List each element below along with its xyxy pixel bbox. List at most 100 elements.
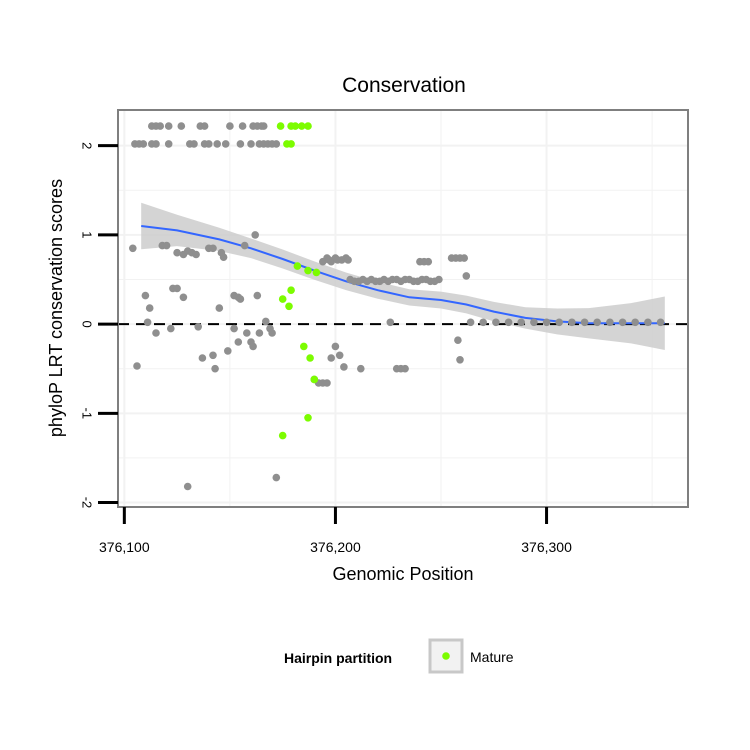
data-point-other xyxy=(568,319,576,327)
data-point-other xyxy=(336,352,344,360)
data-point-other xyxy=(251,231,259,239)
data-point-other xyxy=(247,140,255,148)
y-axis: -2 -1 0 1 2 xyxy=(80,142,118,508)
y-tick-label: -2 xyxy=(80,497,95,509)
data-point-other xyxy=(235,338,243,346)
data-point-other xyxy=(199,354,207,362)
data-point-other xyxy=(262,318,270,326)
data-point-other xyxy=(619,319,627,327)
data-point-other xyxy=(241,242,249,250)
data-point-other xyxy=(456,356,464,364)
data-point-other xyxy=(184,483,192,491)
y-tick-label: -1 xyxy=(80,408,95,420)
data-point-other xyxy=(133,362,141,370)
data-point-other xyxy=(323,379,331,387)
data-point-other xyxy=(631,319,639,327)
data-point-mature xyxy=(304,267,312,275)
data-point-other xyxy=(273,140,281,148)
data-point-other xyxy=(209,352,217,360)
conservation-chart: Conservation -2-1012 376,100 376,200 376,3… xyxy=(0,0,750,750)
data-point-other xyxy=(425,258,433,266)
data-point-other xyxy=(192,251,200,259)
data-point-mature xyxy=(304,122,312,130)
data-point-other xyxy=(140,140,148,148)
y-tick-label: 1 xyxy=(80,231,95,238)
data-point-mature xyxy=(313,269,321,277)
data-point-other xyxy=(357,365,365,373)
data-point-mature xyxy=(287,286,295,294)
data-point-other xyxy=(239,122,247,130)
data-point-other xyxy=(492,319,500,327)
data-point-mature xyxy=(294,262,302,270)
data-point-other xyxy=(555,319,563,327)
data-point-other xyxy=(167,325,175,333)
data-point-other xyxy=(194,323,202,331)
data-point-other xyxy=(332,343,340,351)
x-axis: 376,100 376,200 376,300 xyxy=(99,507,572,555)
data-point-other xyxy=(211,365,219,373)
y-tick-label: 0 xyxy=(80,320,95,327)
data-point-other xyxy=(226,122,234,130)
data-point-other xyxy=(165,122,173,130)
data-point-other xyxy=(152,329,160,337)
data-point-other xyxy=(463,272,471,280)
data-point-other xyxy=(460,254,468,262)
data-point-other xyxy=(178,122,186,130)
data-point-other xyxy=(657,319,665,327)
data-point-mature xyxy=(277,122,285,130)
data-point-other xyxy=(454,336,462,344)
data-point-other xyxy=(479,319,487,327)
data-point-mature xyxy=(311,376,319,384)
data-point-other xyxy=(163,242,171,250)
data-point-other xyxy=(256,329,264,337)
data-point-other xyxy=(205,140,213,148)
data-point-other xyxy=(165,140,173,148)
data-point-other xyxy=(344,256,352,264)
legend-label-mature: Mature xyxy=(470,649,514,665)
data-point-mature xyxy=(287,140,295,148)
chart-title: Conservation xyxy=(342,74,466,97)
data-point-mature xyxy=(285,303,293,311)
data-point-other xyxy=(401,365,409,373)
data-point-other xyxy=(606,319,614,327)
data-point-other xyxy=(530,319,538,327)
data-point-other xyxy=(243,329,251,337)
data-point-mature xyxy=(304,414,312,422)
data-point-other xyxy=(152,140,160,148)
data-point-mature xyxy=(279,432,287,440)
data-point-other xyxy=(156,122,164,130)
data-point-other xyxy=(129,245,137,253)
legend-key-mature xyxy=(442,652,450,660)
x-tick-label: 376,200 xyxy=(310,539,361,555)
data-point-mature xyxy=(306,354,314,362)
data-point-other xyxy=(237,295,245,303)
data-point-other xyxy=(253,292,261,300)
x-tick-label: 376,100 xyxy=(99,539,150,555)
data-point-other xyxy=(220,253,228,261)
data-point-mature xyxy=(279,295,287,303)
legend: Hairpin partition Mature xyxy=(284,640,514,672)
data-point-other xyxy=(543,319,551,327)
data-point-other xyxy=(644,319,652,327)
data-point-other xyxy=(146,304,154,312)
data-point-other xyxy=(216,304,224,312)
data-point-other xyxy=(268,329,276,337)
data-point-other xyxy=(273,474,281,482)
data-point-other xyxy=(593,319,601,327)
data-point-other xyxy=(327,354,335,362)
data-point-other xyxy=(190,140,198,148)
data-point-other xyxy=(201,122,209,130)
data-point-other xyxy=(505,319,513,327)
y-tick-label: 2 xyxy=(80,142,95,149)
x-axis-title: Genomic Position xyxy=(332,564,473,584)
data-point-other xyxy=(387,319,395,327)
data-point-other xyxy=(249,343,257,351)
legend-title: Hairpin partition xyxy=(284,650,392,666)
data-point-other xyxy=(237,140,245,148)
data-point-other xyxy=(517,319,525,327)
data-point-other xyxy=(340,363,348,371)
data-point-other xyxy=(581,319,589,327)
data-point-other xyxy=(144,319,152,327)
y-axis-title: phyloP LRT conservation scores xyxy=(46,179,66,437)
data-point-other xyxy=(224,347,232,355)
